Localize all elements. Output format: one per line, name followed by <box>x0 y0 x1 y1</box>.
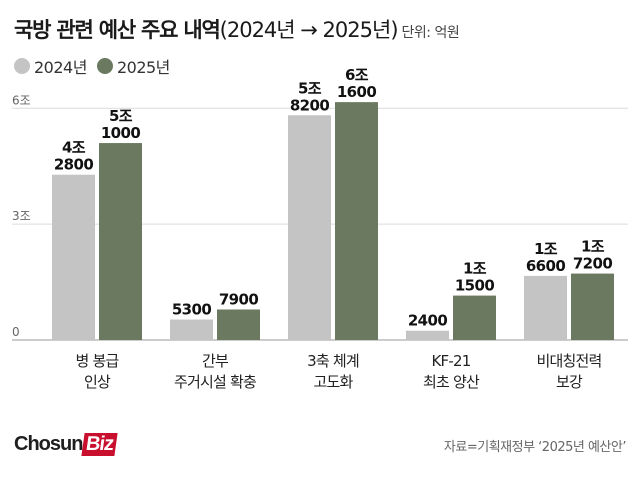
bar-2024-3 <box>406 330 449 340</box>
legend-item-2025: 2025년 <box>96 54 170 78</box>
bar-2025-4 <box>571 273 614 340</box>
bar-2025-1 <box>217 309 260 340</box>
data-label-2024-2-0: 5조 <box>298 79 322 97</box>
category-label-4-0: 비대칭전력 <box>536 352 601 370</box>
legend-swatch-2025 <box>96 58 113 74</box>
data-label-2025-0-1: 1000 <box>101 124 141 142</box>
legend-label-2024: 2024년 <box>34 58 87 77</box>
data-label-2025-4-0: 1조 <box>581 238 605 256</box>
category-label-1-0: 간부 <box>202 352 229 370</box>
category-label-3-1: 최초 양산 <box>423 373 480 391</box>
data-label-2024-2-1: 8200 <box>290 96 330 114</box>
y-tick-label-0: 0 <box>12 325 20 339</box>
category-label-3-0: KF-21 <box>432 352 471 370</box>
data-label-2025-4-1: 7200 <box>573 255 613 273</box>
legend-label-2025: 2025년 <box>116 58 170 77</box>
data-label-2024-0-0: 4조 <box>62 139 86 157</box>
data-label-2025-3-1: 1500 <box>455 277 495 295</box>
publisher-logo: Chosun Biz <box>14 433 119 456</box>
bar-2025-2 <box>335 102 378 340</box>
category-label-2-1: 고도화 <box>313 373 353 391</box>
bar-2024-2 <box>288 115 331 341</box>
data-label-2025-2-0: 6조 <box>345 66 369 84</box>
logo-text-biz: Biz <box>81 433 119 456</box>
data-label-2025-1-0: 7900 <box>219 290 259 308</box>
category-label-4-1: 보강 <box>556 373 583 391</box>
bar-2024-4 <box>524 275 567 340</box>
data-label-2024-4-0: 1조 <box>534 240 558 258</box>
y-tick-label-1: 3조 <box>12 209 31 223</box>
data-label-2024-1-0: 5300 <box>172 301 212 319</box>
data-label-2025-3-0: 1조 <box>463 260 487 278</box>
bar-2024-1 <box>170 319 213 340</box>
chart-title: 국방 관련 예산 주요 내역(2024년 → 2025년) 단위: 억원 <box>14 14 460 44</box>
data-label-2024-3-0: 2400 <box>408 312 448 330</box>
category-label-0-0: 병 봉급 <box>76 352 120 370</box>
legend-swatch-2024 <box>14 58 30 74</box>
source-note: 자료=기획재정부 ‘2025년 예산안’ <box>443 440 627 455</box>
data-label-2024-0-1: 2800 <box>54 156 94 174</box>
title-period: (2024년 → 2025년) <box>219 18 399 42</box>
data-label-2024-4-1: 6600 <box>526 257 566 275</box>
data-label-2025-0-0: 5조 <box>109 107 133 125</box>
logo-text-chosun: Chosun <box>14 433 83 455</box>
category-label-1-1: 주거시설 확충 <box>174 373 256 391</box>
title-main: 국방 관련 예산 주요 내역 <box>14 18 221 42</box>
y-tick-label-2: 6조 <box>12 93 31 107</box>
unit-label: 단위: 억원 <box>401 25 460 41</box>
data-label-2025-2-1: 1600 <box>337 83 377 101</box>
bar-2024-0 <box>52 174 95 340</box>
category-label-0-1: 인상 <box>84 373 111 391</box>
bar-2025-0 <box>99 143 142 340</box>
bar-2025-3 <box>453 295 496 340</box>
legend: 2024년 2025년 <box>14 54 180 78</box>
legend-item-2024: 2024년 <box>14 54 87 78</box>
category-label-2-0: 3축 체계 <box>307 352 359 370</box>
